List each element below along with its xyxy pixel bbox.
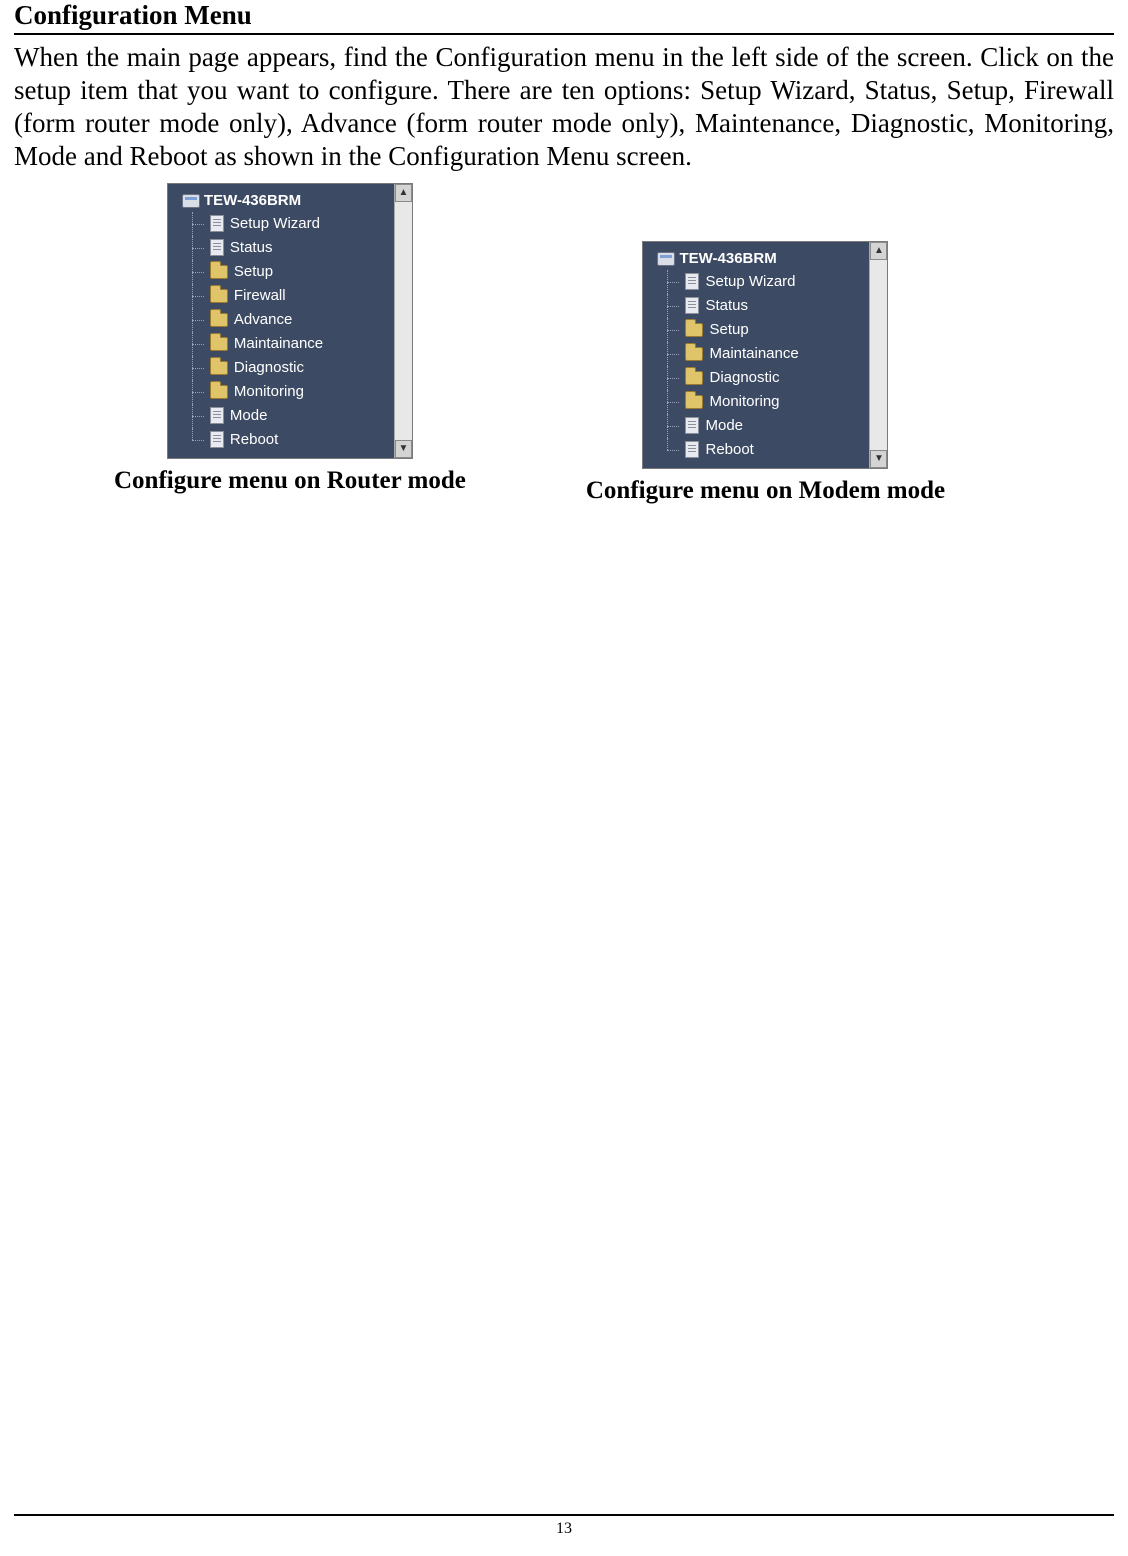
section-heading: Configuration Menu [14,0,1114,35]
tree-item-label: Setup [234,263,273,280]
tree-root[interactable]: TEW-436BRM [176,190,406,212]
tree-item-monitoring[interactable]: Monitoring [192,380,406,404]
tree-item-label: Maintainance [709,345,798,362]
tree-item-label: Monitoring [234,383,304,400]
page-icon [210,407,224,424]
tree-item-reboot[interactable]: Reboot [192,428,406,452]
modem-tree-panel: TEW-436BRM Setup Wizard Status Setup Mai… [642,241,888,469]
folder-icon [685,371,703,385]
tree-item-diagnostic[interactable]: Diagnostic [667,366,881,390]
tree-item-label: Mode [230,407,268,424]
router-figure: TEW-436BRM Setup Wizard Status Setup Fir… [114,183,466,505]
page-footer: 13 [14,1514,1114,1538]
page-icon [210,215,224,232]
tree-item-setup-wizard[interactable]: Setup Wizard [192,212,406,236]
tree-item-mode[interactable]: Mode [192,404,406,428]
scroll-down-button[interactable]: ▼ [870,450,887,468]
tree-item-advance[interactable]: Advance [192,308,406,332]
folder-icon [685,347,703,361]
tree-item-reboot[interactable]: Reboot [667,438,881,462]
tree-item-label: Advance [234,311,292,328]
folder-icon [685,323,703,337]
tree-item-setup[interactable]: Setup [192,260,406,284]
intro-paragraph: When the main page appears, find the Con… [14,41,1114,173]
page-icon [210,239,224,256]
folder-icon [210,265,228,279]
page-icon [210,431,224,448]
tree-item-label: Setup Wizard [705,273,795,290]
scroll-up-button[interactable]: ▲ [395,184,412,202]
scroll-down-button[interactable]: ▼ [395,440,412,458]
page-icon [685,441,699,458]
tree-item-label: Firewall [234,287,286,304]
tree-item-label: Diagnostic [234,359,304,376]
tree-item-label: Reboot [705,441,753,458]
tree-item-label: Mode [705,417,743,434]
page-icon [685,417,699,434]
tree-item-firewall[interactable]: Firewall [192,284,406,308]
tree-root-label: TEW-436BRM [679,250,776,267]
modem-figure: TEW-436BRM Setup Wizard Status Setup Mai… [586,241,945,505]
device-icon [182,194,200,208]
tree-item-status[interactable]: Status [667,294,881,318]
tree-item-monitoring[interactable]: Monitoring [667,390,881,414]
tree-item-label: Status [705,297,748,314]
vertical-scrollbar[interactable]: ▲ ▼ [869,242,887,468]
tree-item-status[interactable]: Status [192,236,406,260]
tree-item-label: Monitoring [709,393,779,410]
figures-row: TEW-436BRM Setup Wizard Status Setup Fir… [14,183,1114,505]
device-icon [657,252,675,266]
tree-item-setup-wizard[interactable]: Setup Wizard [667,270,881,294]
tree-root[interactable]: TEW-436BRM [651,248,881,270]
tree-item-label: Maintainance [234,335,323,352]
page-icon [685,273,699,290]
folder-icon [210,337,228,351]
folder-icon [685,395,703,409]
tree-root-label: TEW-436BRM [204,192,301,209]
modem-caption: Configure menu on Modem mode [586,477,945,505]
tree-item-mode[interactable]: Mode [667,414,881,438]
page-number: 13 [556,1520,572,1537]
tree-item-label: Setup [709,321,748,338]
tree-item-label: Setup Wizard [230,215,320,232]
tree-item-maintainance[interactable]: Maintainance [192,332,406,356]
folder-icon [210,313,228,327]
tree-item-maintainance[interactable]: Maintainance [667,342,881,366]
tree-item-label: Diagnostic [709,369,779,386]
tree-children: Setup Wizard Status Setup Firewall Advan… [192,212,406,452]
tree-item-label: Status [230,239,273,256]
folder-icon [210,289,228,303]
tree-children: Setup Wizard Status Setup Maintainance D… [667,270,881,462]
folder-icon [210,385,228,399]
router-tree-panel: TEW-436BRM Setup Wizard Status Setup Fir… [167,183,413,459]
scroll-up-button[interactable]: ▲ [870,242,887,260]
tree-item-diagnostic[interactable]: Diagnostic [192,356,406,380]
page-icon [685,297,699,314]
vertical-scrollbar[interactable]: ▲ ▼ [394,184,412,458]
folder-icon [210,361,228,375]
tree-item-label: Reboot [230,431,278,448]
tree-item-setup[interactable]: Setup [667,318,881,342]
router-caption: Configure menu on Router mode [114,467,466,495]
